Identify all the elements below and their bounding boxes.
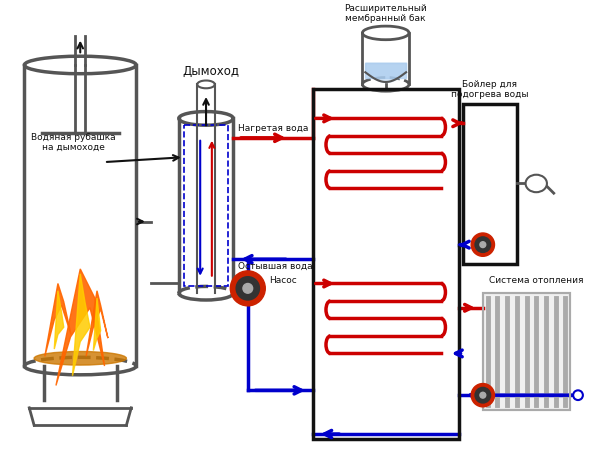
Circle shape bbox=[236, 277, 259, 300]
Text: Остывшая вода: Остывшая вода bbox=[238, 262, 313, 271]
Circle shape bbox=[475, 237, 491, 252]
Ellipse shape bbox=[34, 351, 127, 365]
Circle shape bbox=[230, 271, 265, 306]
Text: Дымоход: Дымоход bbox=[182, 65, 239, 77]
Polygon shape bbox=[56, 269, 104, 386]
Circle shape bbox=[471, 233, 494, 256]
Circle shape bbox=[243, 284, 253, 293]
Polygon shape bbox=[54, 291, 64, 349]
Polygon shape bbox=[94, 298, 101, 351]
Polygon shape bbox=[45, 284, 71, 356]
Text: Бойлер для
подогрева воды: Бойлер для подогрева воды bbox=[451, 80, 529, 99]
Polygon shape bbox=[73, 274, 90, 376]
Polygon shape bbox=[86, 291, 108, 356]
Text: Расширительный
мембранный бак: Расширительный мембранный бак bbox=[344, 4, 427, 23]
Bar bbox=[463, 104, 517, 264]
Circle shape bbox=[475, 387, 491, 403]
Bar bbox=[365, 63, 406, 77]
Circle shape bbox=[471, 383, 494, 407]
Ellipse shape bbox=[526, 175, 547, 192]
Text: Система отопления: Система отопления bbox=[489, 276, 584, 285]
Text: Нагретая вода: Нагретая вода bbox=[238, 124, 308, 133]
Text: Насос: Насос bbox=[269, 276, 297, 285]
Circle shape bbox=[573, 390, 583, 400]
Bar bbox=[483, 293, 570, 410]
Text: Водяная рубашка
на дымоходе: Водяная рубашка на дымоходе bbox=[31, 133, 115, 153]
Circle shape bbox=[480, 242, 486, 248]
Circle shape bbox=[480, 392, 486, 398]
Bar bbox=[184, 125, 229, 286]
Bar bbox=[313, 89, 458, 439]
Bar bbox=[483, 293, 570, 410]
